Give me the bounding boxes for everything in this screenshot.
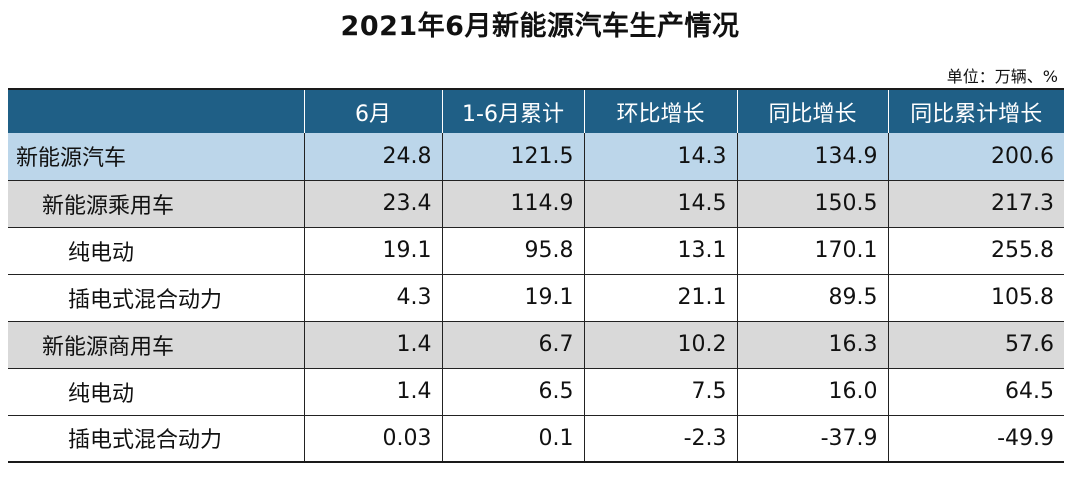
table-cell: 4.3 (303, 274, 442, 322)
header-mom-growth: 环比增长 (583, 89, 737, 133)
table-cell: 57.6 (887, 321, 1064, 369)
header-june: 6月 (303, 89, 442, 133)
table-cell: 19.1 (303, 227, 442, 275)
table-body: 新能源汽车 24.8 121.5 14.3 134.9 200.6 新能源乘用车 23.4 11… (8, 133, 1064, 463)
table-cell: 134.9 (736, 133, 888, 181)
table-cell: 21.1 (583, 274, 737, 322)
table-header-row: 6月 1-6月累计 环比增长 同比增长 同比累计增长 (8, 89, 1064, 133)
table-cell: 10.2 (583, 321, 737, 369)
table-cell: 114.9 (441, 180, 584, 228)
table-cell: 16.0 (736, 368, 888, 416)
table-cell: 1.4 (303, 368, 442, 416)
row-label: 纯电动 (8, 368, 304, 416)
table-cell: 23.4 (303, 180, 442, 228)
table-row: 新能源商用车 1.4 6.7 10.2 16.3 57.6 (8, 321, 1064, 369)
table-cell: 255.8 (887, 227, 1064, 275)
table-cell: 200.6 (887, 133, 1064, 181)
unit-label: 单位：万辆、% (946, 67, 1058, 86)
table-cell: 0.1 (441, 415, 584, 463)
table-cell: 1.4 (303, 321, 442, 369)
table-cell: 14.3 (583, 133, 737, 181)
table-row: 新能源汽车 24.8 121.5 14.3 134.9 200.6 (8, 133, 1064, 181)
table-cell: 7.5 (583, 368, 737, 416)
table-cell: -49.9 (887, 415, 1064, 463)
table-row: 插电式混合动力 4.3 19.1 21.1 89.5 105.8 (8, 274, 1064, 322)
table-cell: -2.3 (583, 415, 737, 463)
table-cell: 64.5 (887, 368, 1064, 416)
row-label: 新能源商用车 (8, 321, 304, 369)
table-cell: 150.5 (736, 180, 888, 228)
row-label: 新能源汽车 (8, 133, 304, 181)
table-cell: 16.3 (736, 321, 888, 369)
header-jan-jun-cumulative: 1-6月累计 (441, 89, 584, 133)
header-yoy-growth: 同比增长 (736, 89, 888, 133)
row-label: 插电式混合动力 (8, 415, 304, 463)
table-cell: 24.8 (303, 133, 442, 181)
table-cell: 14.5 (583, 180, 737, 228)
table-cell: 0.03 (303, 415, 442, 463)
header-yoy-cumulative-growth: 同比累计增长 (887, 89, 1064, 133)
table-cell: -37.9 (736, 415, 888, 463)
table-cell: 217.3 (887, 180, 1064, 228)
table-cell: 19.1 (441, 274, 584, 322)
table-row: 插电式混合动力 0.03 0.1 -2.3 -37.9 -49.9 (8, 415, 1064, 463)
table-cell: 105.8 (887, 274, 1064, 322)
table-row: 纯电动 19.1 95.8 13.1 170.1 255.8 (8, 227, 1064, 275)
table-cell: 89.5 (736, 274, 888, 322)
table-row: 纯电动 1.4 6.5 7.5 16.0 64.5 (8, 368, 1064, 416)
table-cell: 95.8 (441, 227, 584, 275)
row-label: 纯电动 (8, 227, 304, 275)
row-label: 新能源乘用车 (8, 180, 304, 228)
header-category (8, 89, 304, 133)
table-cell: 121.5 (441, 133, 584, 181)
table-cell: 13.1 (583, 227, 737, 275)
table-row: 新能源乘用车 23.4 114.9 14.5 150.5 217.3 (8, 180, 1064, 228)
production-table: 6月 1-6月累计 环比增长 同比增长 同比累计增长 新能源汽车 24.8 121.… (8, 88, 1064, 463)
table-cell: 6.7 (441, 321, 584, 369)
page-title: 2021年6月新能源汽车生产情况 (340, 11, 740, 42)
table-cell: 6.5 (441, 368, 584, 416)
table-cell: 170.1 (736, 227, 888, 275)
row-label: 插电式混合动力 (8, 274, 304, 322)
